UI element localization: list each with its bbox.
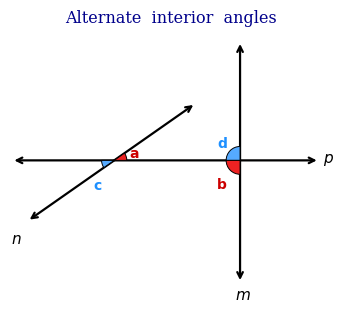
Text: p: p [323, 151, 332, 166]
Text: m: m [236, 288, 251, 303]
Text: c: c [93, 179, 102, 193]
Text: b: b [217, 178, 227, 192]
Text: d: d [217, 137, 227, 151]
Wedge shape [114, 153, 127, 160]
Wedge shape [102, 160, 114, 168]
Text: Alternate  interior  angles: Alternate interior angles [65, 10, 276, 27]
Wedge shape [226, 160, 240, 174]
Text: n: n [12, 232, 21, 247]
Wedge shape [226, 147, 240, 160]
Text: a: a [130, 147, 139, 161]
